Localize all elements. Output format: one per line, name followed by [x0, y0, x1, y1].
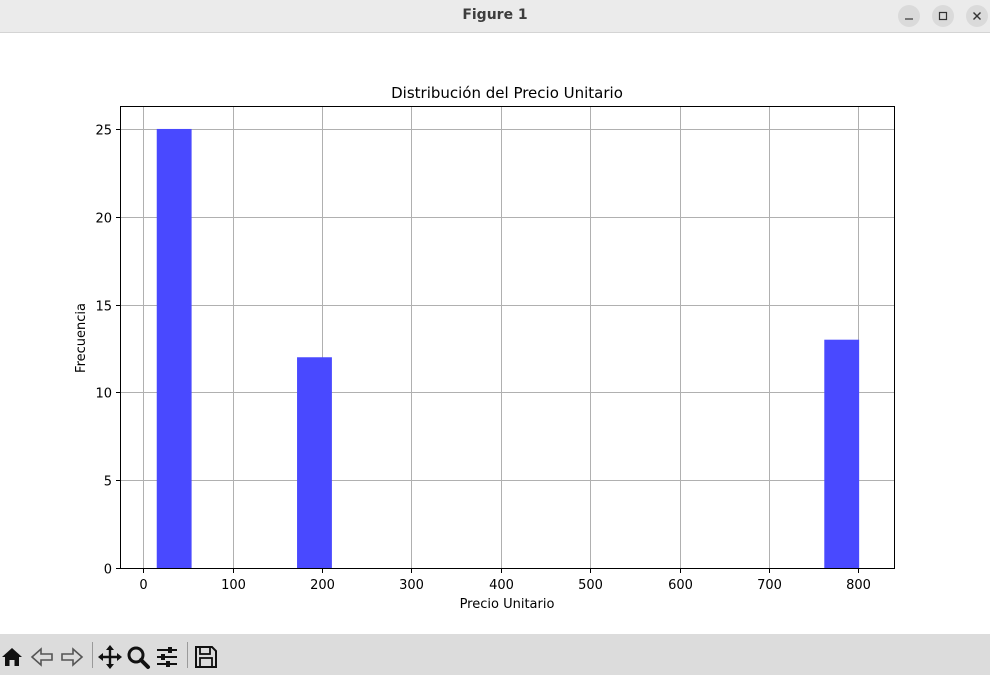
home-icon: [2, 648, 22, 666]
window-titlebar: Figure 1: [0, 0, 990, 33]
configure-subplots-button[interactable]: [154, 644, 180, 670]
chart-title: Distribución del Precio Unitario: [391, 84, 623, 102]
y-axis-label: Frecuencia: [74, 303, 89, 373]
maximize-icon: [938, 11, 948, 21]
x-tick-label: 0: [139, 578, 147, 593]
y-tick-label: 5: [104, 475, 112, 490]
sliders-icon: [157, 647, 177, 667]
back-arrow-icon: [30, 647, 53, 667]
pan-button[interactable]: [97, 644, 123, 670]
grid-layer: [121, 107, 894, 569]
window-title: Figure 1: [462, 7, 528, 23]
histogram-bar: [297, 357, 332, 568]
minimize-icon: [905, 18, 913, 20]
toolbar-separator: [187, 642, 188, 668]
minimize-button[interactable]: [898, 5, 920, 27]
home-button[interactable]: [0, 644, 26, 670]
save-button[interactable]: [193, 644, 219, 670]
close-button[interactable]: [966, 5, 988, 27]
move-icon: [98, 645, 122, 669]
histogram-chart: Distribución del Precio Unitario 0 100 200…: [74, 84, 895, 612]
x-tick-label: 700: [757, 578, 782, 593]
x-tick-label: 800: [846, 578, 871, 593]
x-axis-label: Precio Unitario: [460, 597, 555, 612]
forward-button[interactable]: [58, 644, 84, 670]
y-tick-label: 0: [104, 563, 112, 578]
x-tick-label: 600: [668, 578, 693, 593]
close-icon: [973, 12, 981, 20]
plot-frame: [120, 106, 895, 569]
y-tick-label: 25: [95, 124, 112, 139]
y-tick-label: 20: [95, 212, 112, 227]
x-tick-label: 300: [399, 578, 424, 593]
back-button[interactable]: [30, 644, 56, 670]
navigation-toolbar: [0, 634, 990, 675]
tick-layer: 0 100 200 300 400 500 600 700 800 0 5 10 15 20 25: [95, 124, 870, 594]
x-tick-label: 100: [221, 578, 246, 593]
maximize-button[interactable]: [932, 5, 954, 27]
toolbar-separator: [92, 642, 93, 668]
x-tick-label: 500: [578, 578, 603, 593]
histogram-bar: [156, 128, 192, 568]
histogram-bar: [824, 339, 860, 568]
y-tick-label: 15: [95, 300, 112, 315]
x-tick-label: 400: [489, 578, 514, 593]
y-tick-label: 10: [95, 387, 112, 402]
zoom-button[interactable]: [125, 644, 151, 670]
x-tick-label: 200: [310, 578, 335, 593]
save-icon: [195, 646, 217, 668]
figure-canvas[interactable]: Distribución del Precio Unitario 0 100 200…: [0, 34, 990, 634]
bar-layer: [156, 128, 860, 568]
zoom-icon: [127, 646, 150, 669]
forward-arrow-icon: [61, 647, 84, 667]
